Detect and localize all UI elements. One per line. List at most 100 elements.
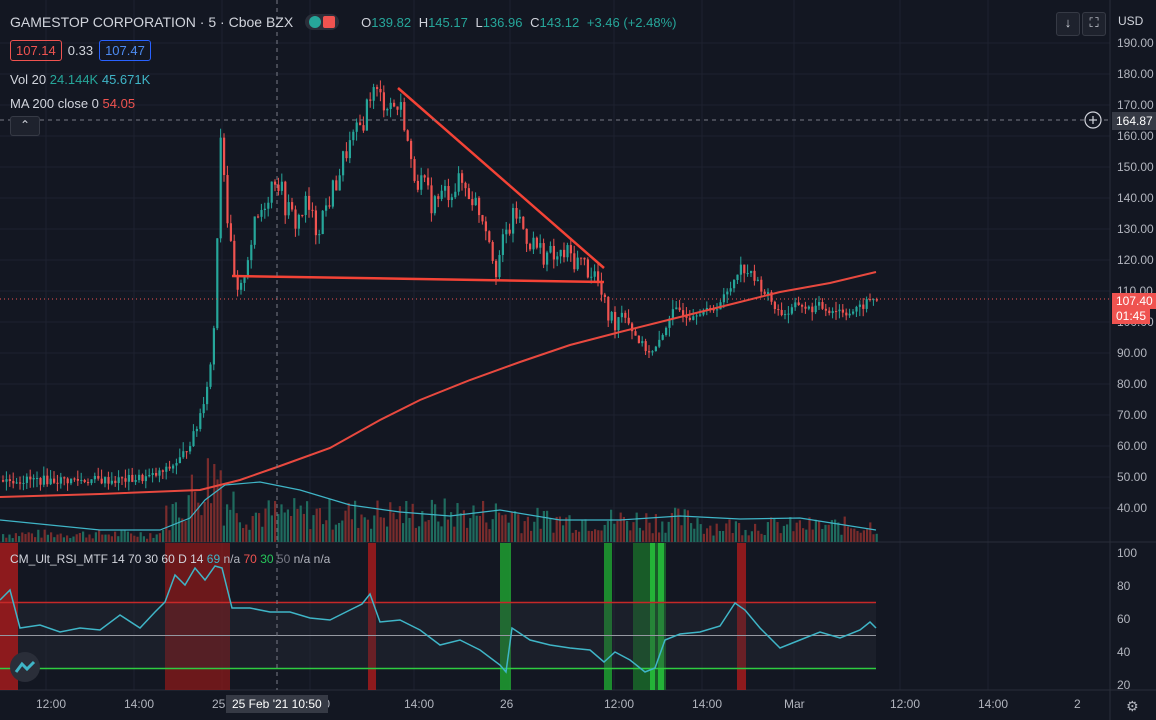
volume-bar — [315, 508, 318, 542]
candle-body — [304, 195, 307, 216]
candle-body — [529, 243, 532, 250]
volume-bar — [638, 527, 641, 542]
candle-body — [471, 199, 474, 206]
volume-bar — [114, 531, 117, 542]
fullscreen-icon[interactable]: ⛶ — [1082, 12, 1106, 36]
candle-body — [56, 482, 59, 484]
candle-body — [858, 304, 861, 307]
time-tick: 26 — [500, 697, 514, 711]
candle-body — [76, 478, 79, 481]
candle-body — [175, 463, 178, 466]
candle-body — [828, 310, 831, 314]
volume-bar — [296, 508, 299, 542]
volume-bar — [357, 527, 360, 542]
candle-body — [155, 473, 158, 476]
volume-bar — [750, 531, 753, 542]
candle-body — [365, 99, 368, 131]
buy-button[interactable]: 107.47 — [99, 40, 151, 61]
volume-bar — [741, 535, 744, 542]
volume-bar — [331, 529, 334, 542]
candle-body — [141, 474, 144, 482]
volume-bar — [322, 524, 325, 542]
rsi-line — [0, 565, 877, 674]
volume-bar — [82, 531, 85, 542]
candle-body — [393, 102, 396, 107]
candle-body — [559, 249, 562, 257]
volume-bar — [190, 474, 193, 542]
volume-bar — [62, 537, 65, 542]
volume-bar — [366, 519, 369, 542]
arrow-down-icon[interactable]: ↓ — [1056, 12, 1080, 36]
volume-bar — [814, 519, 817, 542]
candle-body — [787, 313, 790, 315]
rsi-overbought-zone — [368, 543, 376, 690]
volume-bar — [430, 499, 433, 542]
candle-body — [753, 270, 756, 281]
candle-body — [733, 280, 736, 289]
volume-bar — [872, 534, 875, 542]
candle-body — [233, 240, 236, 277]
status-indicator[interactable] — [305, 14, 340, 30]
volume-bar — [840, 534, 843, 542]
spread-value: 0.33 — [67, 43, 94, 58]
volume-bar — [626, 521, 629, 542]
volume-bar — [328, 498, 331, 542]
candle-body — [739, 264, 742, 275]
tradingview-logo-icon[interactable] — [10, 652, 40, 682]
collapse-legend-button[interactable]: ⌃ — [10, 116, 40, 136]
volume-bar — [286, 509, 289, 542]
candle-body — [695, 315, 698, 317]
candle-body — [355, 122, 358, 132]
volume-bar — [222, 525, 225, 542]
rsi-legend[interactable]: CM_Ult_RSI_MTF 14 70 30 60 D 14 69 n/a 7… — [10, 552, 331, 566]
volume-bar — [21, 532, 24, 542]
bid-ask-row: 107.14 0.33 107.47 — [10, 40, 151, 61]
volume-bar — [715, 523, 718, 542]
candle-body — [835, 311, 838, 313]
candle-body — [202, 404, 205, 414]
volume-bar — [792, 531, 795, 542]
volume-bar — [850, 528, 853, 542]
currency-label[interactable]: USD — [1118, 14, 1144, 28]
candle-body — [865, 299, 868, 309]
volume-bar — [245, 524, 248, 542]
gear-icon[interactable]: ⚙ — [1126, 698, 1139, 714]
candle-body — [195, 428, 198, 432]
volume-bar — [478, 515, 481, 542]
candle-body — [274, 181, 277, 185]
candle-body — [260, 209, 263, 217]
volume-bar — [466, 527, 469, 542]
candle-body — [90, 479, 93, 484]
candle-body — [158, 470, 161, 476]
candle-body — [790, 307, 793, 314]
candle-body — [699, 314, 702, 316]
volume-bar — [238, 522, 241, 542]
volume-bar — [469, 518, 472, 542]
candle-body — [444, 185, 447, 191]
volume-bar — [376, 500, 379, 542]
price-tick: 140.00 — [1117, 191, 1154, 205]
candle-body — [474, 197, 477, 206]
candle-body — [750, 270, 753, 274]
candle-body — [134, 480, 137, 482]
volume-bar — [219, 470, 222, 542]
rsi-tick: 60 — [1117, 612, 1131, 626]
volume-bar — [600, 530, 603, 542]
ma-200-line — [0, 271, 877, 498]
ma-legend[interactable]: MA 200 close 0 54.05 — [10, 96, 136, 111]
volume-bar — [203, 501, 206, 542]
volume-bar — [421, 511, 424, 542]
volume-bar — [78, 533, 81, 542]
volume-bar — [584, 519, 587, 542]
sell-button[interactable]: 107.14 — [10, 40, 62, 61]
candle-body — [396, 106, 399, 110]
candle-body — [410, 140, 413, 160]
volume-bar — [2, 534, 5, 542]
volume-legend[interactable]: Vol 20 24.144K 45.671K — [10, 72, 151, 87]
symbol-title[interactable]: GAMESTOP CORPORATION · 5 · Cboe BZX — [10, 14, 294, 30]
volume-bar — [94, 532, 97, 542]
volume-bar — [59, 533, 62, 542]
candle-body — [182, 451, 185, 458]
candle-body — [450, 197, 453, 201]
